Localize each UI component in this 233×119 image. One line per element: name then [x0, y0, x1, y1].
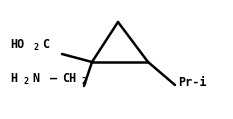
Text: —: —	[50, 72, 57, 84]
Text: Pr-i: Pr-i	[178, 75, 206, 89]
Text: H: H	[10, 72, 17, 84]
Text: CH: CH	[62, 72, 76, 84]
Text: 2: 2	[82, 77, 87, 85]
Text: 2: 2	[24, 77, 29, 85]
Text: 2: 2	[34, 42, 39, 52]
Text: HO: HO	[10, 37, 24, 50]
Text: C: C	[42, 37, 49, 50]
Text: N: N	[32, 72, 39, 84]
